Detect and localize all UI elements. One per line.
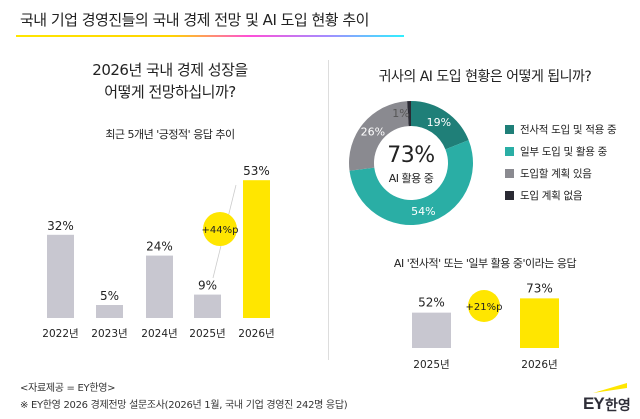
left-question-line1: 2026년 국내 경제 성장을 bbox=[92, 61, 248, 79]
left-question-line2: 어떻게 전망하십니까? bbox=[104, 83, 236, 101]
left-subtitle: 최근 5개년 '긍정적' 응답 추이 bbox=[105, 128, 235, 141]
bar-value-label: 53% bbox=[243, 164, 270, 178]
donut-value-label: 1% bbox=[392, 107, 409, 120]
bar-value-label: 24% bbox=[146, 240, 173, 254]
bar-2026년 bbox=[243, 180, 270, 318]
legend-swatch bbox=[505, 191, 514, 200]
bar-value-label: 9% bbox=[198, 279, 217, 293]
legend-label: 일부 도입 및 활용 중 bbox=[520, 146, 608, 158]
donut-center-value: 73% bbox=[387, 143, 435, 168]
change-badge-label: +21%p bbox=[466, 302, 503, 313]
legend-label: 도입 계획 없음 bbox=[520, 190, 583, 202]
footer-source: <자료제공 = EY한영> bbox=[20, 383, 116, 394]
legend-swatch bbox=[505, 169, 514, 178]
donut-slice-3 bbox=[349, 101, 409, 171]
legend-item: 일부 도입 및 활용 중 bbox=[505, 144, 607, 159]
bar-2025년 bbox=[194, 294, 221, 318]
donut-value-label: 19% bbox=[427, 116, 451, 129]
right-question: 귀사의 AI 도입 현황은 어떻게 됩니까? bbox=[378, 69, 592, 85]
bar-value-label: 52% bbox=[418, 296, 445, 310]
x-tick-label: 2025년 bbox=[189, 328, 225, 340]
x-tick-label: 2026년 bbox=[238, 328, 274, 340]
legend-swatch bbox=[505, 125, 514, 134]
donut-slice-2 bbox=[349, 140, 473, 225]
change-badge bbox=[203, 212, 237, 246]
logo-kr: 한영 bbox=[605, 398, 631, 414]
legend-swatch bbox=[505, 147, 514, 156]
legend-item: 도입 계획 없음 bbox=[505, 188, 583, 203]
x-tick-label: 2023년 bbox=[91, 328, 127, 340]
donut-slice-1 bbox=[411, 101, 469, 150]
change-badge bbox=[468, 290, 500, 322]
right-subtitle: AI '전사적' 또는 '일부 활용 중'이라는 응답 bbox=[393, 257, 577, 270]
donut-value-label: 54% bbox=[411, 205, 435, 218]
x-tick-label: 2025년 bbox=[413, 359, 449, 371]
bar-2026년 bbox=[520, 298, 559, 348]
donut-center-label: AI 활용 중 bbox=[388, 172, 434, 185]
legend-item: 전사적 도입 및 적용 중 bbox=[505, 122, 617, 137]
legend-label: 도입할 계획 있음 bbox=[520, 168, 592, 180]
x-tick-label: 2024년 bbox=[141, 328, 177, 340]
logo-ey: EY bbox=[583, 394, 605, 413]
bar-2025년 bbox=[412, 312, 451, 348]
footer-note: ※ EY한영 2026 경제전망 설문조사(2026년 1월, 국내 기업 경영… bbox=[20, 400, 348, 411]
bar-value-label: 5% bbox=[100, 289, 119, 303]
bar-2022년 bbox=[47, 234, 74, 318]
title-underline bbox=[16, 35, 404, 37]
bar-2024년 bbox=[146, 255, 173, 318]
x-tick-label: 2026년 bbox=[521, 359, 557, 371]
donut-value-label: 26% bbox=[361, 125, 385, 138]
x-tick-label: 2022년 bbox=[42, 328, 78, 340]
ey-logo: EY 한영 bbox=[583, 381, 633, 415]
legend-item: 도입할 계획 있음 bbox=[505, 166, 592, 181]
page-title: 국내 기업 경영진들의 국내 경제 전망 및 AI 도입 현황 추이 bbox=[20, 11, 369, 29]
legend-label: 전사적 도입 및 적용 중 bbox=[520, 124, 617, 136]
change-badge-label: +44%p bbox=[202, 225, 239, 236]
donut-slice-4 bbox=[407, 101, 411, 127]
bar-value-label: 32% bbox=[47, 219, 74, 233]
divider bbox=[328, 60, 329, 360]
bar-2023년 bbox=[96, 305, 123, 318]
bar-value-label: 73% bbox=[526, 281, 553, 295]
